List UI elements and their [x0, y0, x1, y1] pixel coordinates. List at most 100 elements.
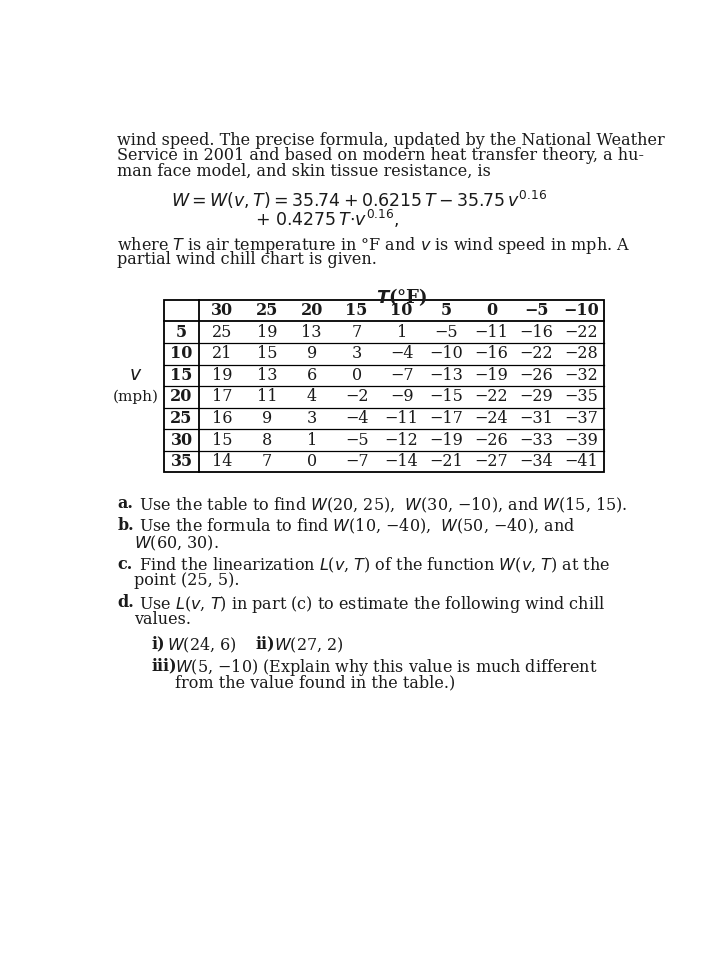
- Text: −33: −33: [519, 432, 553, 448]
- Text: −10: −10: [430, 345, 463, 363]
- Text: 0: 0: [307, 453, 317, 470]
- Text: −11: −11: [385, 410, 418, 427]
- Text: where $T$ is air temperature in °F and $v$ is wind speed in mph. A: where $T$ is air temperature in °F and $…: [117, 235, 630, 257]
- Text: 10: 10: [171, 345, 193, 363]
- Text: 6: 6: [307, 366, 317, 384]
- Text: $v$: $v$: [129, 366, 143, 384]
- Text: $\boldsymbol{T}$(°F): $\boldsymbol{T}$(°F): [376, 286, 428, 308]
- Text: −4: −4: [390, 345, 413, 363]
- Text: 16: 16: [211, 410, 232, 427]
- Text: 30: 30: [171, 432, 192, 448]
- Text: 25: 25: [256, 302, 278, 319]
- Text: −41: −41: [564, 453, 598, 470]
- Text: (mph): (mph): [113, 390, 159, 404]
- Text: $+ \ 0.4275\,T{\cdot}v^{0.16},$: $+ \ 0.4275\,T{\cdot}v^{0.16},$: [255, 207, 399, 229]
- Text: 1: 1: [307, 432, 317, 448]
- Text: −24: −24: [475, 410, 508, 427]
- Text: from the value found in the table.): from the value found in the table.): [175, 675, 455, 691]
- Text: −12: −12: [385, 432, 418, 448]
- Text: −31: −31: [519, 410, 553, 427]
- Text: Use the table to find $W$(20, 25),  $W$(30, $-$10), and $W$(15, 15).: Use the table to find $W$(20, 25), $W$(3…: [134, 496, 628, 515]
- Text: Use $L$($v$, $T$) in part (c) to estimate the following wind chill: Use $L$($v$, $T$) in part (c) to estimat…: [134, 594, 605, 615]
- Text: $W$(24, 6): $W$(24, 6): [167, 636, 237, 655]
- Text: −4: −4: [345, 410, 369, 427]
- Text: 25: 25: [211, 324, 232, 341]
- Text: i): i): [152, 636, 165, 652]
- Text: −7: −7: [345, 453, 369, 470]
- Text: −7: −7: [390, 366, 413, 384]
- Text: b.: b.: [117, 517, 134, 534]
- Text: 19: 19: [211, 366, 232, 384]
- Text: Find the linearization $L$($v$, $T$) of the function $W$($v$, $T$) at the: Find the linearization $L$($v$, $T$) of …: [134, 556, 611, 574]
- Text: 5: 5: [441, 302, 452, 319]
- Text: 21: 21: [211, 345, 232, 363]
- Text: a.: a.: [117, 496, 133, 512]
- Text: −16: −16: [519, 324, 553, 341]
- Text: −5: −5: [345, 432, 369, 448]
- Text: −22: −22: [564, 324, 598, 341]
- Text: 15: 15: [256, 345, 277, 363]
- Text: values.: values.: [134, 611, 191, 628]
- Text: $W$(5, $-$10) (Explain why this value is much different: $W$(5, $-$10) (Explain why this value is…: [175, 657, 597, 678]
- Text: partial wind chill chart is given.: partial wind chill chart is given.: [117, 251, 377, 267]
- Text: 1: 1: [397, 324, 406, 341]
- Text: −13: −13: [430, 366, 463, 384]
- Text: −26: −26: [475, 432, 508, 448]
- Text: 15: 15: [211, 432, 232, 448]
- Text: −39: −39: [564, 432, 598, 448]
- Text: ii): ii): [256, 636, 275, 652]
- Text: −5: −5: [435, 324, 458, 341]
- Text: −34: −34: [519, 453, 553, 470]
- Text: 14: 14: [211, 453, 232, 470]
- Text: d.: d.: [117, 594, 134, 611]
- Text: −16: −16: [475, 345, 508, 363]
- Text: −9: −9: [390, 389, 413, 405]
- Text: −26: −26: [519, 366, 553, 384]
- Text: −5: −5: [524, 302, 549, 319]
- Text: −37: −37: [564, 410, 598, 427]
- Text: −17: −17: [430, 410, 463, 427]
- Text: −14: −14: [385, 453, 418, 470]
- Text: man face model, and skin tissue resistance, is: man face model, and skin tissue resistan…: [117, 163, 491, 180]
- Text: −35: −35: [564, 389, 598, 405]
- Text: 30: 30: [211, 302, 233, 319]
- Text: −19: −19: [430, 432, 463, 448]
- Text: 13: 13: [256, 366, 277, 384]
- Bar: [164, 300, 604, 472]
- Text: 15: 15: [171, 366, 193, 384]
- Text: −10: −10: [564, 302, 600, 319]
- Text: point (25, 5).: point (25, 5).: [134, 573, 240, 589]
- Text: 0: 0: [486, 302, 497, 319]
- Text: 15: 15: [345, 302, 368, 319]
- Text: 7: 7: [352, 324, 362, 341]
- Text: 9: 9: [307, 345, 317, 363]
- Text: 9: 9: [262, 410, 272, 427]
- Text: 19: 19: [256, 324, 277, 341]
- Text: $W$(27, 2): $W$(27, 2): [274, 636, 343, 655]
- Text: Use the formula to find $W$(10, $-$40),  $W$(50, $-$40), and: Use the formula to find $W$(10, $-$40), …: [134, 517, 576, 537]
- Text: Service in 2001 and based on modern heat transfer theory, a hu-: Service in 2001 and based on modern heat…: [117, 148, 644, 164]
- Text: 13: 13: [301, 324, 322, 341]
- Text: −27: −27: [475, 453, 508, 470]
- Text: 35: 35: [171, 453, 192, 470]
- Text: −2: −2: [345, 389, 369, 405]
- Text: −21: −21: [430, 453, 463, 470]
- Text: 25: 25: [171, 410, 193, 427]
- Text: 20: 20: [300, 302, 323, 319]
- Text: 7: 7: [262, 453, 272, 470]
- Text: −32: −32: [564, 366, 598, 384]
- Text: 10: 10: [390, 302, 413, 319]
- Text: 3: 3: [352, 345, 362, 363]
- Text: 5: 5: [176, 324, 187, 341]
- Text: iii): iii): [152, 657, 177, 675]
- Text: 11: 11: [256, 389, 277, 405]
- Text: −19: −19: [475, 366, 508, 384]
- Text: 20: 20: [171, 389, 193, 405]
- Text: 8: 8: [262, 432, 272, 448]
- Text: 4: 4: [307, 389, 317, 405]
- Text: −15: −15: [430, 389, 463, 405]
- Text: 3: 3: [307, 410, 317, 427]
- Text: −29: −29: [519, 389, 553, 405]
- Text: wind speed. The precise formula, updated by the National Weather: wind speed. The precise formula, updated…: [117, 132, 665, 149]
- Text: c.: c.: [117, 556, 133, 573]
